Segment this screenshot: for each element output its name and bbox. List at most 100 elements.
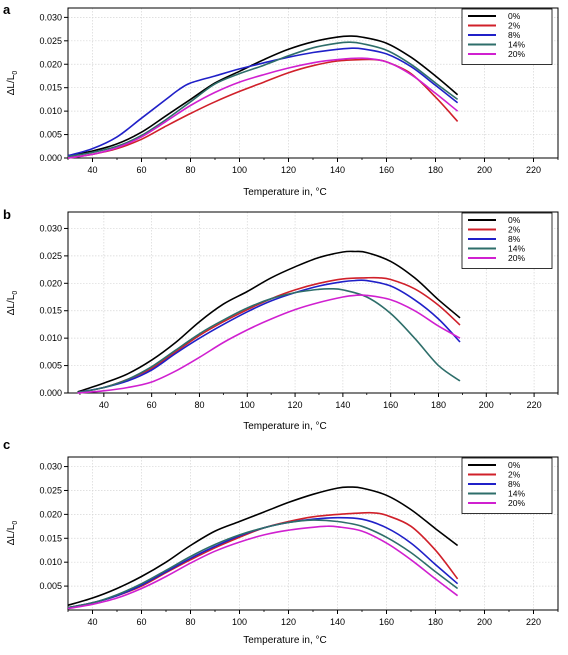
y-tick-label: 0.015	[39, 83, 62, 93]
series-line-0pct	[67, 35, 459, 157]
series-line-8pct	[67, 47, 459, 157]
legend: 0%2%8%14%20%	[461, 8, 553, 65]
x-axis-label: Temperature in, °C	[243, 635, 326, 646]
x-tick-label: 140	[330, 617, 345, 627]
y-axis-label: ΔL/L0	[6, 71, 19, 96]
x-tick-label: 40	[99, 400, 109, 410]
legend-label: 20%	[508, 49, 525, 59]
legend-label: 14%	[508, 244, 525, 254]
legend-label: 14%	[508, 489, 525, 499]
y-tick-label: 0.030	[39, 223, 62, 233]
y-tick-label: 0.005	[39, 130, 62, 140]
x-tick-label: 80	[185, 165, 195, 175]
y-tick-label: 0.020	[39, 509, 62, 519]
y-tick-label: 0.005	[39, 581, 62, 591]
x-tick-label: 100	[240, 400, 255, 410]
legend: 0%2%8%14%20%	[461, 212, 553, 269]
series-line-20pct	[67, 57, 459, 159]
y-tick-label: 0.005	[39, 361, 62, 371]
chart-b: 40 60 80 100 120 140 160 180 200 220 0.000 0.005 0.0…	[6, 211, 559, 432]
series-line-20pct	[77, 294, 461, 394]
x-tick-label: 100	[232, 617, 247, 627]
x-tick-label: 200	[477, 165, 492, 175]
x-tick-label: 220	[527, 400, 542, 410]
panel-a: a 40 60 80 100 120 140 160 180 200 220 0.000 0.005 0…	[0, 0, 568, 205]
y-tick-label: 0.020	[39, 59, 62, 69]
legend-label: 8%	[508, 479, 521, 489]
y-tick-label: 0.030	[39, 12, 62, 22]
x-tick-label: 80	[194, 400, 204, 410]
legend-label: 2%	[508, 470, 521, 480]
x-tick-label: 200	[477, 617, 492, 627]
x-tick-label: 140	[335, 400, 350, 410]
series-line-20pct	[67, 525, 459, 610]
x-tick-label: 80	[185, 617, 195, 627]
x-tick-label: 140	[330, 165, 345, 175]
y-tick-label: 0.025	[39, 36, 62, 46]
y-axis-label: ΔL/L0	[6, 291, 19, 316]
panel-letter-a: a	[3, 2, 11, 17]
legend-label: 2%	[508, 21, 521, 31]
y-tick-label: 0.020	[39, 278, 62, 288]
panel-b: b 40 60 80 100 120 140 160 180 200 220 0.000 0.005 0…	[0, 205, 568, 435]
series-line-2pct	[77, 276, 461, 394]
y-tick-label: 0.025	[39, 251, 62, 261]
x-tick-label: 180	[431, 400, 446, 410]
x-tick-label: 220	[526, 617, 541, 627]
x-tick-label: 120	[288, 400, 303, 410]
y-tick-label: 0.010	[39, 557, 62, 567]
y-axis-label: ΔL/L0	[6, 521, 19, 546]
x-tick-label: 160	[379, 165, 394, 175]
series-line-0pct	[77, 250, 461, 393]
x-tick-label: 160	[383, 400, 398, 410]
chart-c: 40 60 80 100 120 140 160 180 200 220 0.005 0.010 0.0…	[6, 456, 559, 646]
legend-label: 8%	[508, 30, 521, 40]
x-tick-label: 160	[379, 617, 394, 627]
plot-frame	[67, 211, 559, 394]
x-tick-label: 180	[428, 617, 443, 627]
legend-label: 0%	[508, 460, 521, 470]
legend-label: 2%	[508, 225, 521, 235]
series-line-0pct	[67, 486, 459, 606]
y-tick-label: 0.000	[39, 153, 62, 163]
series-line-8pct	[77, 279, 461, 394]
y-tick-label: 0.015	[39, 533, 62, 543]
x-tick-label: 40	[87, 617, 97, 627]
y-tick-label: 0.015	[39, 306, 62, 316]
x-tick-label: 180	[428, 165, 443, 175]
series-line-2pct	[67, 511, 459, 609]
legend-box	[461, 8, 553, 65]
x-tick-label: 120	[281, 617, 296, 627]
legend-box	[461, 212, 553, 269]
y-tick-label: 0.010	[39, 333, 62, 343]
chart-a: 40 60 80 100 120 140 160 180 200 220 0.000 0.005 0.0…	[6, 7, 559, 198]
legend-label: 20%	[508, 253, 525, 263]
x-tick-label: 100	[232, 165, 247, 175]
x-tick-label: 60	[136, 617, 146, 627]
x-tick-label: 220	[526, 165, 541, 175]
y-tick-label: 0.010	[39, 106, 62, 116]
legend-label: 0%	[508, 215, 521, 225]
legend-box	[461, 457, 553, 514]
x-axis-label: Temperature in, °C	[243, 187, 326, 198]
panel-letter-c: c	[3, 437, 11, 452]
legend-label: 8%	[508, 234, 521, 244]
x-tick-label: 120	[281, 165, 296, 175]
legend: 0%2%8%14%20%	[461, 457, 553, 514]
panel-letter-b: b	[3, 207, 11, 222]
legend-label: 14%	[508, 40, 525, 50]
series-line-14pct	[67, 519, 459, 609]
y-tick-label: 0.030	[39, 462, 62, 472]
series-line-14pct	[77, 287, 461, 394]
x-tick-label: 60	[147, 400, 157, 410]
x-axis-label: Temperature in, °C	[243, 421, 326, 432]
x-tick-label: 200	[479, 400, 494, 410]
x-tick-label: 40	[87, 165, 97, 175]
legend-label: 20%	[508, 498, 525, 508]
series-line-14pct	[67, 41, 459, 158]
y-tick-label: 0.025	[39, 485, 62, 495]
legend-label: 0%	[508, 11, 521, 21]
x-tick-label: 60	[136, 165, 146, 175]
y-tick-label: 0.000	[39, 388, 62, 398]
panel-c: c 40 60 80 100 120 140 160 180 200 220 0.005 0.010 0…	[0, 435, 568, 650]
